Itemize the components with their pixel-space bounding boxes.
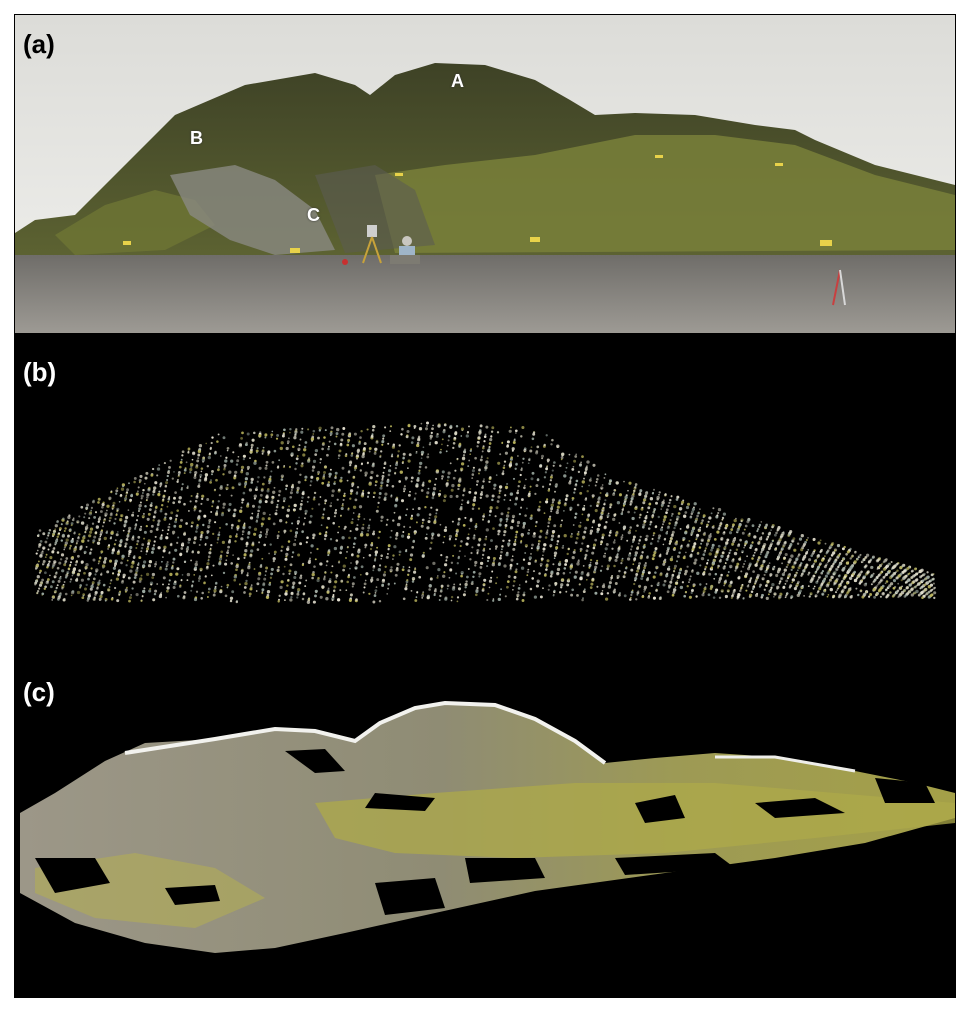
panel-a-photograph: (a) A B C bbox=[15, 15, 955, 333]
feature-label-a: A bbox=[451, 71, 464, 91]
point-cloud-points bbox=[34, 421, 937, 604]
panel-b-point-cloud: (b) bbox=[15, 333, 955, 653]
vegetation-left bbox=[55, 190, 215, 255]
panel-c-textured-model: (c) bbox=[15, 653, 955, 997]
cliff-photo bbox=[15, 15, 955, 333]
feature-label-b: B bbox=[190, 128, 203, 148]
rock-face-dark bbox=[315, 165, 435, 253]
panel-a-label: (a) bbox=[23, 29, 55, 59]
figure-frame: (a) A B C (b) bbox=[14, 14, 956, 998]
point-cloud bbox=[15, 333, 955, 653]
rock-face bbox=[170, 165, 335, 255]
feature-label-c: C bbox=[307, 205, 320, 225]
beach bbox=[15, 255, 955, 333]
panel-c-label: (c) bbox=[23, 677, 55, 707]
panel-b-label: (b) bbox=[23, 357, 57, 387]
textured-model bbox=[15, 653, 955, 997]
vegetation-slope bbox=[375, 135, 955, 253]
